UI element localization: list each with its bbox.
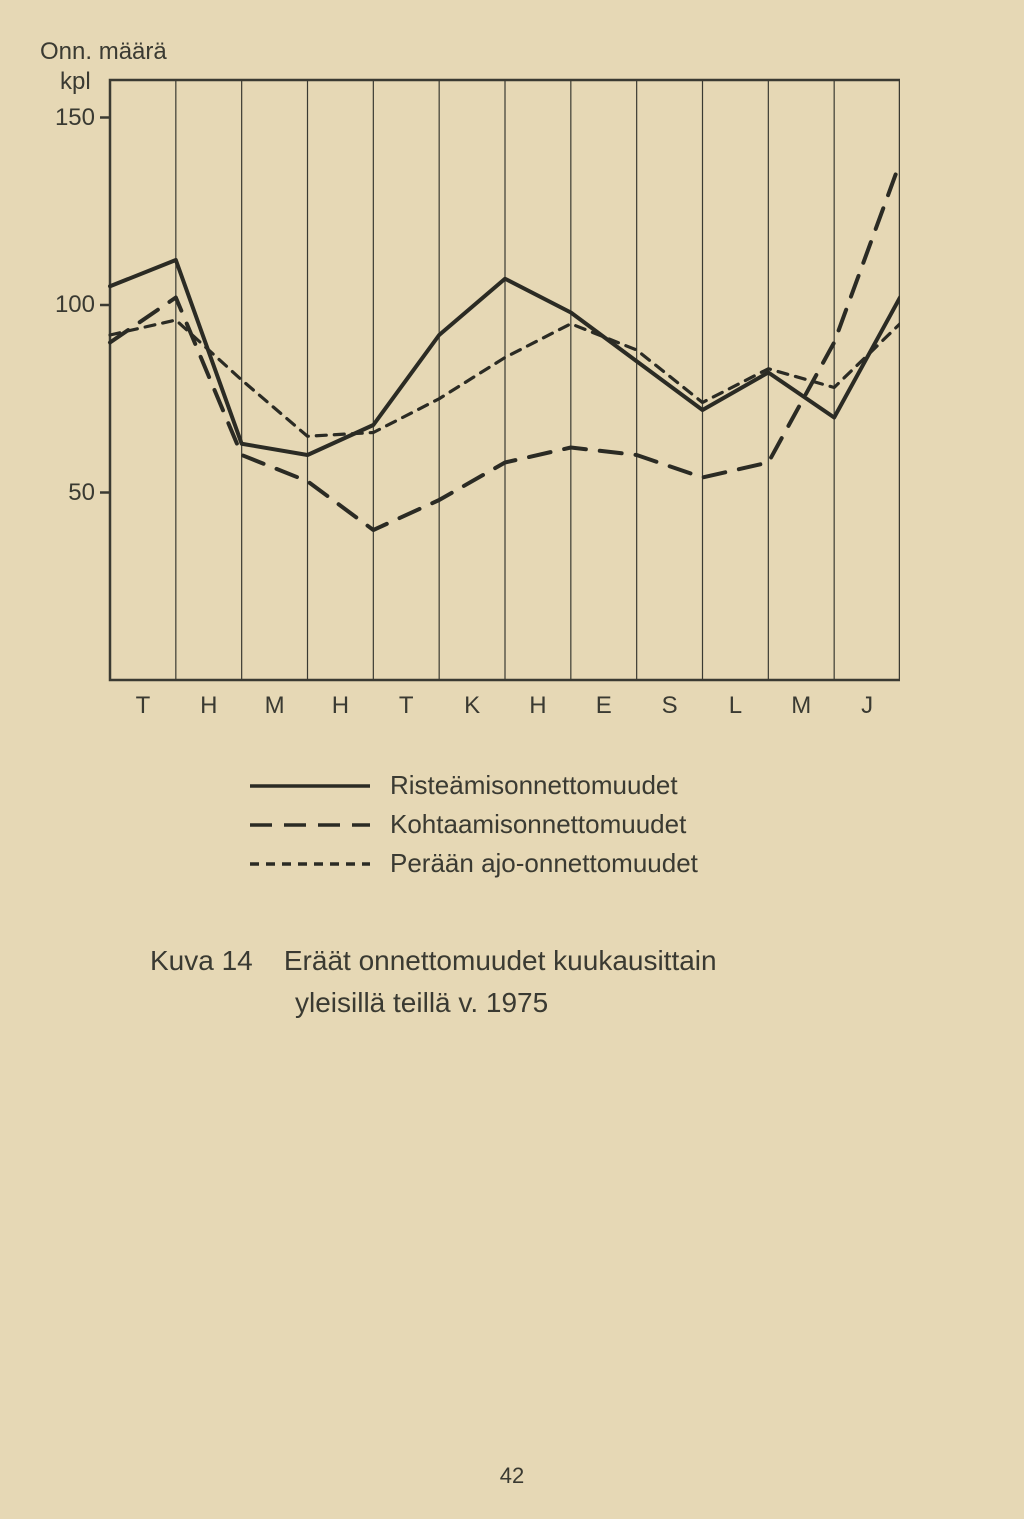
y-tick-label: 50 bbox=[40, 479, 95, 507]
legend-line-icon bbox=[250, 776, 370, 796]
x-tick-label: J bbox=[861, 692, 873, 720]
line-chart bbox=[80, 50, 900, 730]
caption-line1: Eräät onnettomuudet kuukausittain bbox=[284, 945, 717, 976]
x-tick-label: H bbox=[332, 692, 349, 720]
caption-line2: yleisillä teillä v. 1975 bbox=[295, 987, 548, 1018]
chart-area: Onn. määrä kpl 50100150 THMHTKHESLMJ bbox=[80, 50, 960, 730]
legend-item: Kohtaamisonnettomuudet bbox=[250, 809, 698, 840]
legend-line-icon bbox=[250, 854, 370, 874]
x-tick-label: H bbox=[200, 692, 217, 720]
x-tick-label: T bbox=[136, 692, 151, 720]
y-axis-subtitle: kpl bbox=[60, 68, 91, 96]
legend-item: Perään ajo-onnettomuudet bbox=[250, 848, 698, 879]
page: Onn. määrä kpl 50 100 150 T H M H T K H E S L M J Ris… bbox=[0, 0, 1024, 1519]
x-tick-label: H bbox=[529, 692, 546, 720]
y-tick-label: 150 bbox=[40, 104, 95, 132]
caption-prefix: Kuva 14 bbox=[150, 945, 253, 976]
figure-caption: Kuva 14 Eräät onnettomuudet kuukausittai… bbox=[150, 940, 717, 1024]
x-tick-label: M bbox=[791, 692, 811, 720]
x-tick-label: L bbox=[729, 692, 742, 720]
x-tick-label: M bbox=[265, 692, 285, 720]
y-axis-title: Onn. määrä bbox=[40, 38, 167, 66]
x-tick-label: T bbox=[399, 692, 414, 720]
x-tick-label: K bbox=[464, 692, 480, 720]
page-number: 42 bbox=[500, 1463, 524, 1489]
y-tick-label: 100 bbox=[40, 291, 95, 319]
legend-line-icon bbox=[250, 815, 370, 835]
x-tick-label: E bbox=[596, 692, 612, 720]
legend-label: Perään ajo-onnettomuudet bbox=[390, 848, 698, 879]
legend-label: Kohtaamisonnettomuudet bbox=[390, 809, 686, 840]
legend-item: Risteämisonnettomuudet bbox=[250, 770, 698, 801]
x-tick-label: S bbox=[662, 692, 678, 720]
legend: Risteämisonnettomuudet Kohtaamisonnettomu… bbox=[250, 770, 698, 887]
legend-label: Risteämisonnettomuudet bbox=[390, 770, 678, 801]
